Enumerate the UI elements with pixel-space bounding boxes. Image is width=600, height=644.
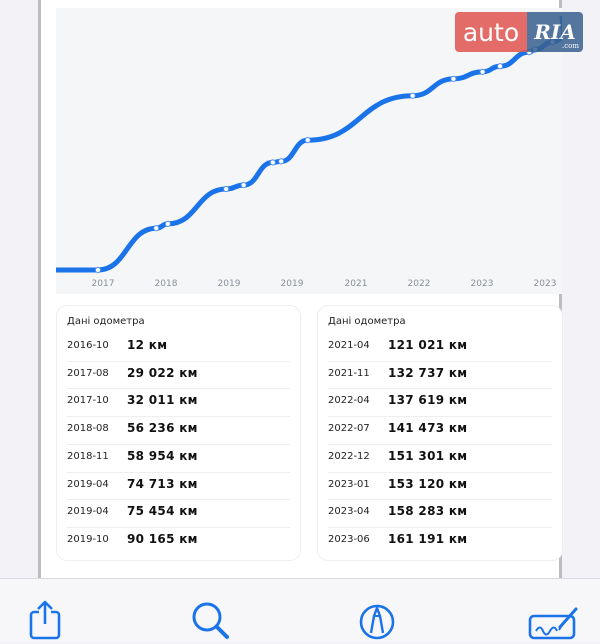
odometer-date: 2022-04 (328, 395, 370, 406)
data-point (241, 183, 246, 188)
odometer-km: 58 954 км (127, 449, 198, 463)
odometer-km: 75 454 км (127, 504, 198, 518)
logo-com-text: .com (562, 42, 579, 50)
odometer-km: 153 120 км (388, 477, 467, 491)
odometer-date: 2017-10 (67, 395, 109, 406)
odometer-date: 2022-07 (328, 423, 370, 434)
odometer-km: 141 473 км (388, 421, 467, 435)
data-point (480, 69, 485, 74)
x-tick-label: 2018 (155, 279, 178, 289)
odometer-row: 2023-01 153 120 км (328, 473, 554, 499)
odometer-row: 2017-08 29 022 км (67, 362, 292, 388)
data-point (165, 221, 170, 226)
odometer-km: 137 619 км (388, 393, 467, 407)
logo-auto-text: auto (455, 12, 527, 52)
panel-title: Дані одометра (328, 316, 406, 327)
search-button[interactable] (188, 600, 232, 640)
x-tick-label: 2023 (471, 279, 494, 289)
data-point (154, 226, 159, 231)
odometer-date: 2023-01 (328, 479, 370, 490)
x-tick-label: 2023 (534, 279, 557, 289)
odometer-km: 12 км (127, 338, 167, 352)
search-icon (188, 600, 232, 640)
odometer-row: 2023-04 158 283 км (328, 500, 554, 526)
odometer-date: 2022-12 (328, 451, 370, 462)
odometer-km: 74 713 км (127, 477, 198, 491)
autoria-logo: auto RIA .com (455, 12, 588, 54)
odometer-panel-left: Дані одометра 2016-10 12 км 2017-08 29 022 … (57, 306, 300, 560)
odometer-km: 151 301 км (388, 449, 467, 463)
panel-title: Дані одометра (67, 316, 145, 327)
x-tick-label: 2019 (281, 279, 304, 289)
odometer-row: 2021-04 121 021 км (328, 334, 554, 360)
odometer-panel-right: Дані одометра 2021-04 121 021 км 2021-11 13… (318, 306, 562, 560)
data-point (224, 186, 229, 191)
data-point (451, 76, 456, 81)
data-point (279, 159, 284, 164)
odometer-row: 2019-10 90 165 км (67, 528, 292, 554)
odometer-row: 2019-04 74 713 км (67, 473, 292, 499)
data-point (410, 93, 415, 98)
odometer-row: 2018-11 58 954 км (67, 445, 292, 471)
odometer-date: 2023-06 (328, 534, 370, 545)
odometer-km: 29 022 км (127, 366, 198, 380)
signature-button[interactable] (528, 600, 580, 640)
odometer-date: 2021-11 (328, 368, 370, 379)
odometer-km: 132 737 км (388, 366, 467, 380)
markup-button[interactable] (355, 600, 399, 640)
odometer-row: 2017-10 32 011 км (67, 389, 292, 415)
odometer-km: 32 011 км (127, 393, 198, 407)
odometer-row: 2022-07 141 473 км (328, 417, 554, 443)
odometer-row: 2021-11 132 737 км (328, 362, 554, 388)
odometer-row: 2022-12 151 301 км (328, 445, 554, 471)
data-point (95, 267, 100, 272)
x-tick-label: 2022 (408, 279, 431, 289)
odometer-km: 121 021 км (388, 338, 467, 352)
odometer-row: 2018-08 56 236 км (67, 417, 292, 443)
odometer-row: 2019-04 75 454 км (67, 500, 292, 526)
odometer-km: 90 165 км (127, 532, 198, 546)
odometer-date: 2018-11 (67, 451, 109, 462)
odometer-date: 2019-04 (67, 479, 109, 490)
odometer-row: 2016-10 12 км (67, 334, 292, 360)
data-point (305, 138, 310, 143)
odometer-date: 2017-08 (67, 368, 109, 379)
odometer-date: 2019-10 (67, 534, 109, 545)
odometer-row: 2022-04 137 619 км (328, 389, 554, 415)
odometer-km: 161 191 км (388, 532, 467, 546)
markup-icon (355, 600, 399, 640)
bottom-toolbar (0, 578, 600, 642)
odometer-date: 2016-10 (67, 340, 109, 351)
odometer-date: 2019-04 (67, 506, 109, 517)
mileage-line (56, 18, 562, 270)
logo-ria-word: RIA (534, 20, 576, 44)
odometer-row: 2023-06 161 191 км (328, 528, 554, 554)
odometer-km: 158 283 км (388, 504, 467, 518)
data-point (270, 160, 275, 165)
signature-icon (528, 600, 580, 640)
odometer-date: 2021-04 (328, 340, 370, 351)
x-tick-label: 2017 (92, 279, 115, 289)
x-tick-label: 2019 (218, 279, 241, 289)
x-tick-label: 2021 (345, 279, 368, 289)
share-icon (24, 600, 68, 640)
share-button[interactable] (24, 600, 68, 640)
odometer-date: 2018-08 (67, 423, 109, 434)
data-point (497, 64, 502, 69)
odometer-km: 56 236 км (127, 421, 198, 435)
logo-ria-text: RIA .com (527, 12, 583, 52)
odometer-date: 2023-04 (328, 506, 370, 517)
